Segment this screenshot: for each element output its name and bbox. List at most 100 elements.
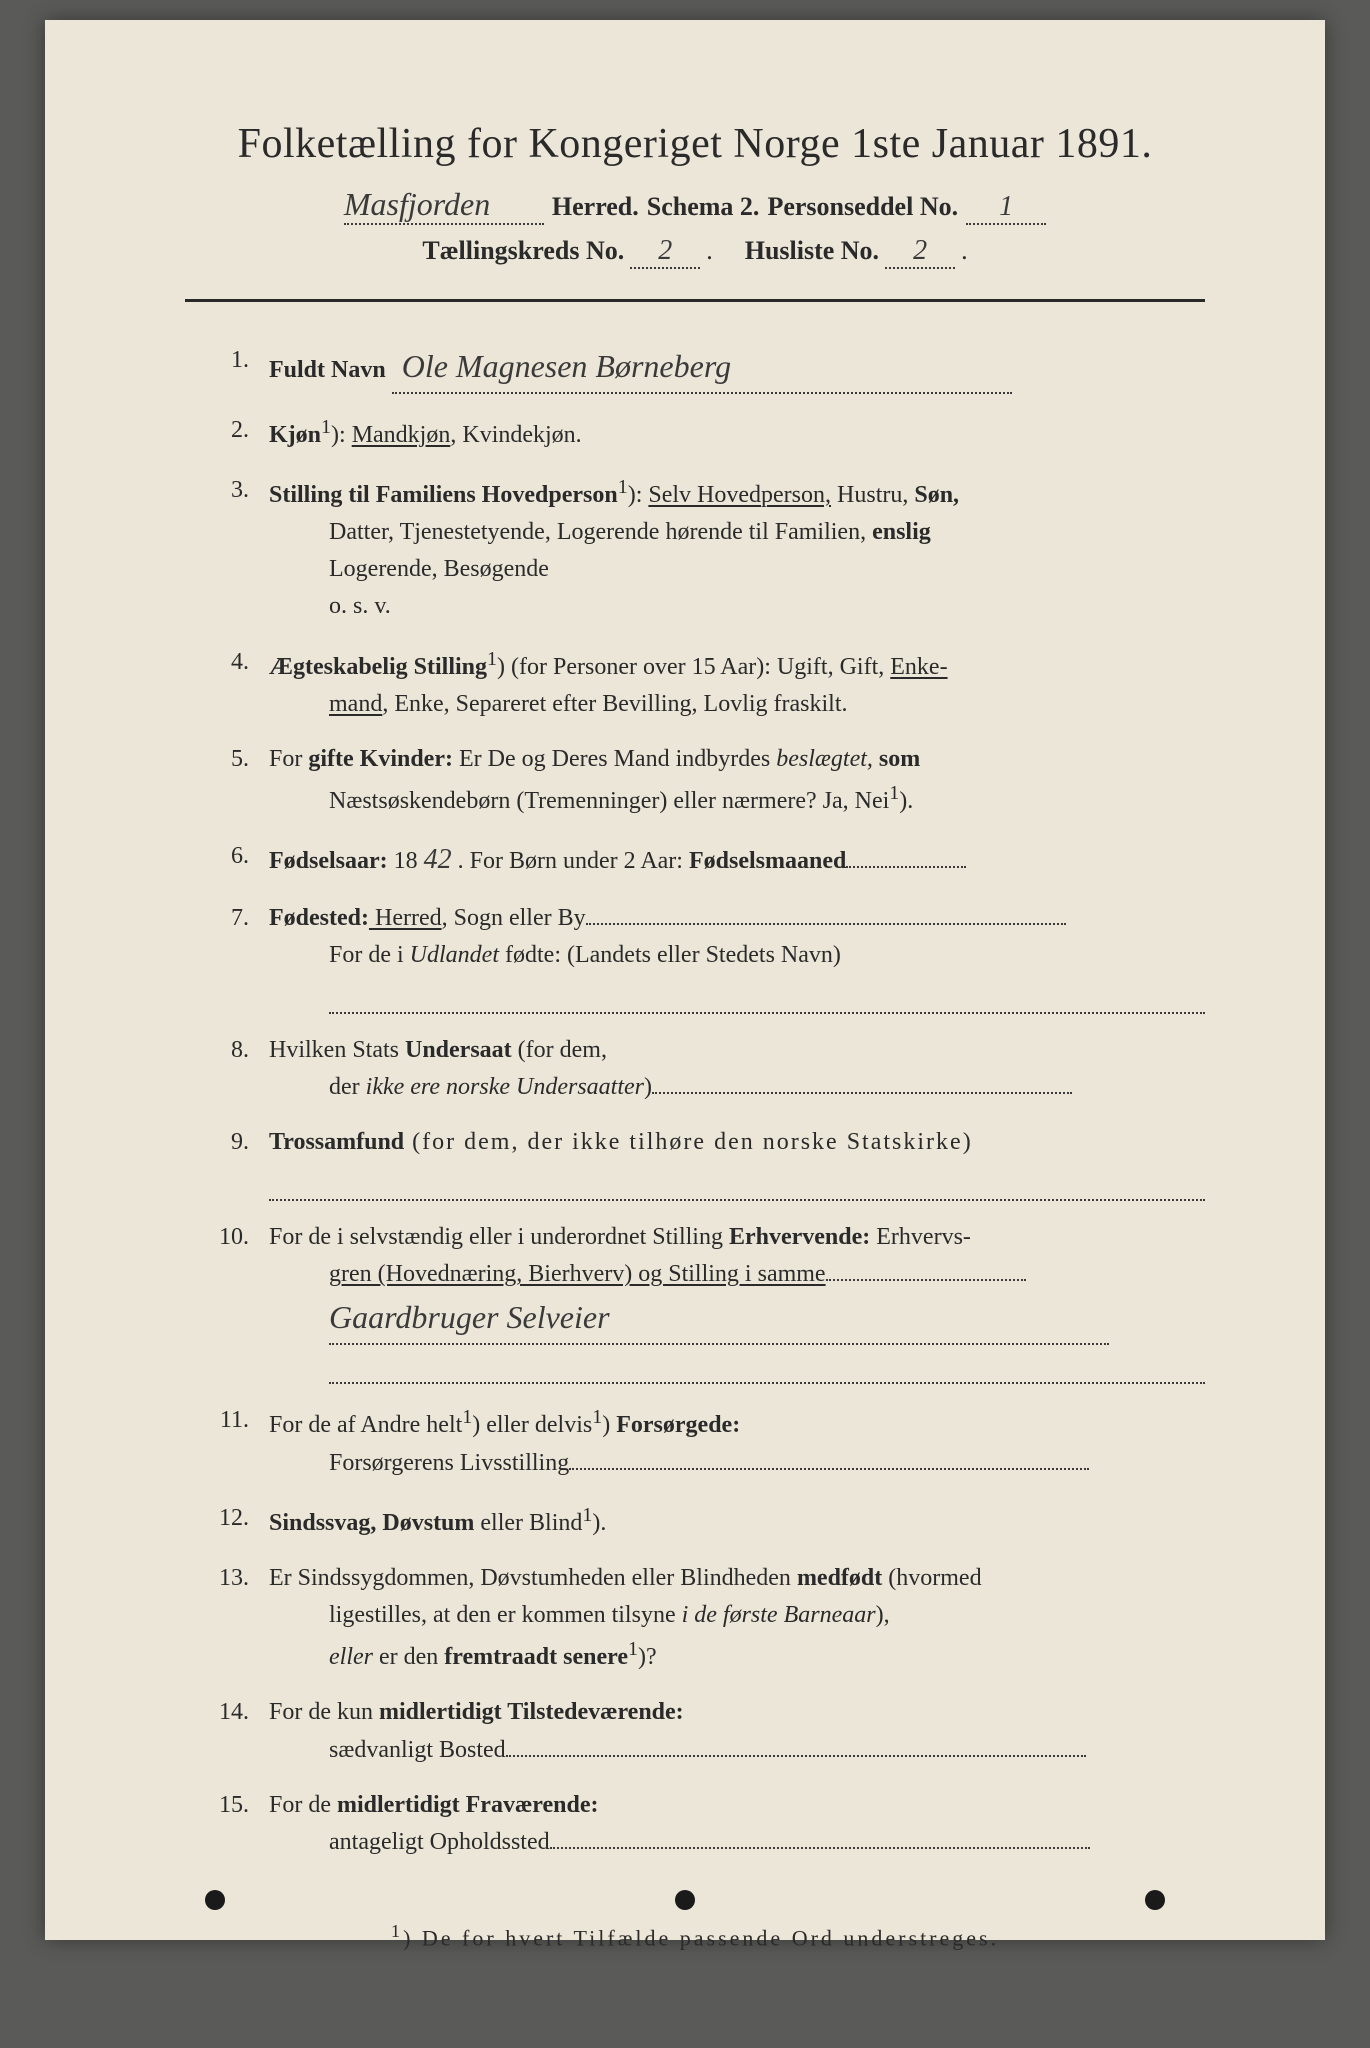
item-2-tail: , Kvindekjøn. [450,422,581,448]
item-7-body: Fødested: Herred, Sogn eller By For de i… [269,900,1205,1014]
item-4-sup: 1 [487,648,497,670]
hole-center [675,1890,695,1910]
item-5-line2wrap: Næstsøskendebørn (Tremenninger) eller næ… [269,778,1205,820]
item-15-b1: midlertidigt Fraværende: [337,1792,599,1818]
item-10-body: For de i selvstændig eller i underordnet… [269,1219,1205,1385]
item-5-sup: 1 [889,782,899,804]
item-2-label: Kjøn [269,422,321,448]
item-13-body: Er Sindssygdommen, Døvstumheden eller Bl… [269,1560,1205,1677]
item-13-line3wrap: eller er den fremtraadt senere1)? [269,1634,1205,1676]
item-15-num: 15. [205,1787,249,1824]
item-15-line2: antageligt Opholdssted [329,1829,550,1855]
item-13: 13. Er Sindssygdommen, Døvstumheden elle… [205,1560,1205,1677]
item-11-line2wrap: Forsørgerens Livsstilling [269,1445,1205,1482]
item-3-line3: Logerende, Besøgende [269,551,1205,588]
husliste-label: Husliste No. [745,236,879,266]
item-10-line2wrap: gren (Hovednæring, Bierhverv) og Stillin… [269,1256,1205,1293]
item-11: 11. For de af Andre helt1) eller delvis1… [205,1402,1205,1481]
item-9-num: 9. [205,1124,249,1161]
item-4-line2a: mand [329,691,382,717]
item-11-sup1: 1 [462,1406,472,1428]
item-12-body: Sindssvag, Døvstum eller Blind1). [269,1500,1205,1542]
item-7-dots2 [329,980,1205,1014]
item-7-it1: Udlandet [410,942,499,968]
item-3-enslig: enslig [872,519,931,545]
item-6-rest: . For Børn under 2 Aar: [458,848,689,874]
item-1-body: Fuldt Navn Ole Magnesen Børneberg [269,342,1205,394]
item-8-pre: Hvilken Stats [269,1037,405,1063]
item-5-tail: ). [899,788,913,814]
item-12-tail: ). [592,1510,606,1536]
item-3-num: 3. [205,472,249,509]
item-10-hw: Gaardbruger Selveier [329,1293,1109,1345]
item-8-line2a: der [329,1074,366,1100]
item-6-b2: Fødselsmaaned [689,848,846,874]
item-7-line2a: For de i [329,942,410,968]
item-9-body: Trossamfund (for dem, der ikke tilhøre d… [269,1124,1205,1201]
item-3-sup: 1 [618,476,628,498]
item-8-it1: ikke ere norske Undersaatter [366,1074,644,1100]
item-15-line2wrap: antageligt Opholdssted [269,1824,1205,1861]
item-14-dots [506,1733,1086,1757]
item-6-body: Fødselsaar: 1842. For Børn under 2 Aar: … [269,838,1205,881]
item-11-line2: Forsørgerens Livsstilling [329,1450,569,1476]
item-5-body: For gifte Kvinder: Er De og Deres Mand i… [269,741,1205,820]
item-13-b2: fremtraadt senere [444,1644,628,1670]
item-13-num: 13. [205,1560,249,1597]
item-9: 9. Trossamfund (for dem, der ikke tilhør… [205,1124,1205,1201]
item-8-num: 8. [205,1032,249,1069]
herred-handwritten: Masfjorden [344,186,544,225]
item-10: 10. For de i selvstændig eller i underor… [205,1219,1205,1385]
item-11-mid: ) eller delvis [472,1412,592,1438]
item-10-line2: gren (Hovednæring, Bierhverv) og Stillin… [329,1261,826,1287]
item-11-dots [569,1446,1089,1470]
item-4-body: Ægteskabelig Stilling1) (for Personer ov… [269,644,1205,723]
item-5-b1: gifte Kvinder: [308,746,453,772]
item-2-opt: Mandkjøn [352,422,451,448]
schema-label: Schema 2. [647,192,760,222]
item-2: 2. Kjøn1): Mandkjøn, Kvindekjøn. [205,412,1205,454]
item-13-line2b: ), [876,1602,890,1628]
item-1: 1. Fuldt Navn Ole Magnesen Børneberg [205,342,1205,394]
item-8-line2b: ) [644,1074,652,1100]
item-3-line2wrap: Datter, Tjenestetyende, Logerende hørend… [269,514,1205,551]
item-6: 6. Fødselsaar: 1842. For Børn under 2 Aa… [205,838,1205,881]
item-7: 7. Fødested: Herred, Sogn eller By For d… [205,900,1205,1014]
item-5-it1: beslægtet, [776,746,873,772]
item-2-body: Kjøn1): Mandkjøn, Kvindekjøn. [269,412,1205,454]
item-12-sup: 1 [582,1504,592,1526]
item-5-b2: som [873,746,920,772]
item-11-pre: For de af Andre helt [269,1412,462,1438]
item-15-pre: For de [269,1792,337,1818]
item-13-b1: medfødt [797,1565,882,1591]
hole-right [1145,1890,1165,1910]
item-8: 8. Hvilken Stats Undersaat (for dem, der… [205,1032,1205,1106]
item-9-rest: (for dem, der ikke tilhøre den norske St… [404,1129,973,1155]
item-12: 12. Sindssvag, Døvstum eller Blind1). [205,1500,1205,1542]
period-2: . [961,236,968,266]
item-1-label: Fuldt Navn [269,357,386,383]
footnote-text: ) De for hvert Tilfælde passende Ord und… [403,1926,999,1951]
item-4-num: 4. [205,644,249,681]
item-6-hw: 42 [418,838,458,881]
item-11-body: For de af Andre helt1) eller delvis1) Fo… [269,1402,1205,1481]
item-2-num: 2. [205,412,249,449]
item-5-pre: For [269,746,308,772]
item-5-line2: Næstsøskendebørn (Tremenninger) eller næ… [329,788,889,814]
item-7-line2b: fødte: (Landets eller Stedets Navn) [499,942,841,968]
item-12-label: Sindssvag, Døvstum [269,1510,474,1536]
item-14-pre: For de kun [269,1699,379,1725]
item-13-it1: i de første Barneaar [682,1602,876,1628]
divider-rule [185,299,1205,302]
item-10-hwwrap: Gaardbruger Selveier [269,1293,1205,1345]
husliste-no: 2 [885,235,955,269]
item-12-num: 12. [205,1500,249,1537]
item-3-son: Søn, [914,482,959,508]
item-3-label: Stilling til Familiens Hovedperson [269,482,618,508]
item-2-sup: 1 [321,416,331,438]
item-10-b1: Erhvervende: [729,1224,870,1250]
item-4-label: Ægteskabelig Stilling [269,654,487,680]
item-7-rest: , Sogn eller By [442,905,586,931]
item-15: 15. For de midlertidigt Fraværende: anta… [205,1787,1205,1861]
item-8-rest: (for dem, [512,1037,607,1063]
